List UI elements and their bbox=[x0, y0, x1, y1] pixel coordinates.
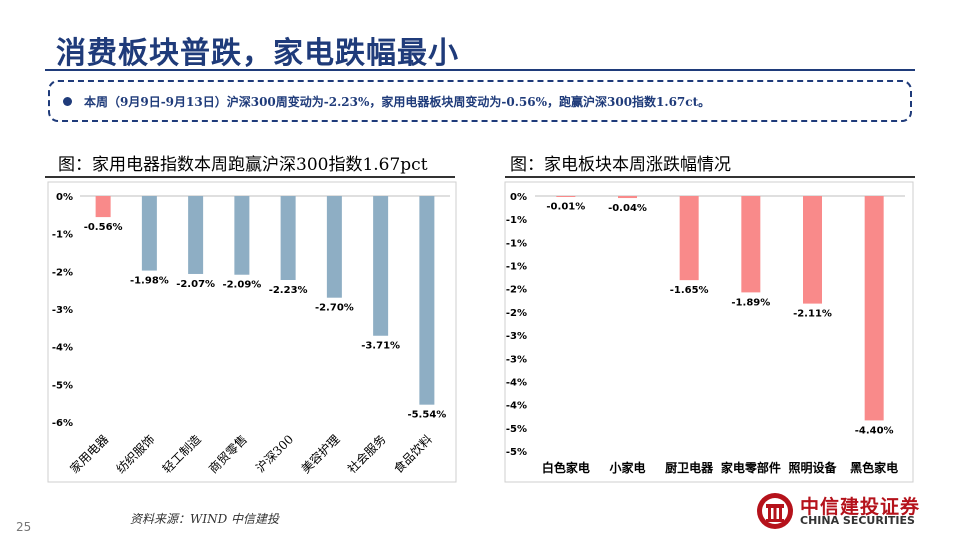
right-data-label: -1.65% bbox=[670, 285, 709, 296]
page-title: 消费板块普跌，家电跌幅最小 bbox=[56, 36, 459, 71]
right-y-tick-label: -4% bbox=[506, 377, 527, 388]
left-data-label: -5.54% bbox=[407, 410, 446, 421]
summary-box bbox=[48, 80, 912, 122]
right-y-tick-label: -3% bbox=[506, 354, 527, 365]
left-chart-title: 图：家用电器指数本周跑赢沪深300指数1.67pct bbox=[58, 155, 428, 175]
left-y-tick-label: -2% bbox=[52, 267, 73, 278]
company-name-cn: 中信建投证券 bbox=[800, 496, 921, 518]
left-y-tick-label: 0% bbox=[56, 192, 73, 203]
page-number: 25 bbox=[16, 520, 32, 534]
right-bar bbox=[679, 196, 699, 281]
left-y-tick-label: -3% bbox=[52, 305, 73, 316]
right-y-tick-label: -1% bbox=[506, 238, 527, 249]
left-bar bbox=[234, 196, 250, 275]
company-name-en: CHINA SECURITIES bbox=[800, 514, 915, 527]
left-bar bbox=[188, 196, 204, 274]
left-bar bbox=[419, 196, 435, 405]
right-bar bbox=[618, 196, 637, 199]
right-data-label: -4.40% bbox=[855, 425, 894, 436]
left-data-label: -1.98% bbox=[130, 276, 169, 287]
title-divider bbox=[45, 69, 915, 71]
left-plot-frame bbox=[47, 181, 457, 483]
left-bar bbox=[373, 196, 389, 336]
summary-text: 本周（9月9日-9月13日）沪深300周变动为-2.23%，家用电器板块周变动为… bbox=[84, 95, 711, 109]
left-data-label: -2.23% bbox=[269, 285, 308, 296]
right-category-label: 照明设备 bbox=[788, 460, 837, 475]
right-y-tick-label: -3% bbox=[506, 331, 527, 342]
left-data-label: -0.56% bbox=[84, 222, 123, 233]
bullet-icon bbox=[63, 97, 72, 106]
right-y-tick-label: -2% bbox=[506, 308, 527, 319]
right-y-tick-label: -1% bbox=[506, 215, 527, 226]
right-chart-title: 图：家电板块本周涨跌幅情况 bbox=[510, 155, 731, 175]
left-bar bbox=[141, 196, 157, 271]
right-category-label: 黑色家电 bbox=[850, 460, 898, 475]
left-bar bbox=[326, 196, 342, 298]
right-data-label: -2.11% bbox=[793, 309, 832, 320]
company-logo-icon bbox=[757, 493, 793, 529]
source-note: 资料来源：WIND 中信建投 bbox=[130, 512, 280, 526]
left-data-label: -2.70% bbox=[315, 303, 354, 314]
right-bar bbox=[803, 196, 822, 304]
right-bar bbox=[741, 196, 761, 293]
left-y-tick-label: -1% bbox=[52, 230, 73, 241]
right-y-tick-label: 0% bbox=[510, 192, 527, 203]
left-y-tick-label: -6% bbox=[52, 418, 73, 429]
right-plot-frame bbox=[504, 181, 914, 483]
left-y-tick-label: -5% bbox=[52, 380, 73, 391]
left-data-label: -3.71% bbox=[361, 341, 400, 352]
right-data-label: -1.89% bbox=[731, 297, 770, 308]
right-bar bbox=[556, 196, 576, 197]
right-category-label: 家电零部件 bbox=[721, 460, 781, 475]
right-y-tick-label: -4% bbox=[506, 401, 527, 412]
right-chart-title-underline bbox=[505, 176, 915, 178]
right-bar bbox=[864, 196, 884, 421]
right-y-tick-label: -2% bbox=[506, 285, 527, 296]
left-chart-title-underline bbox=[45, 176, 455, 178]
left-bar bbox=[280, 196, 296, 280]
left-bar bbox=[95, 196, 111, 218]
right-data-label: -0.04% bbox=[608, 203, 647, 214]
right-category-label: 厨卫电器 bbox=[665, 460, 714, 475]
left-data-label: -2.09% bbox=[222, 280, 261, 291]
right-y-tick-label: -5% bbox=[506, 424, 527, 435]
right-category-label: 白色家电 bbox=[542, 460, 590, 475]
left-y-tick-label: -4% bbox=[52, 343, 73, 354]
right-y-tick-label: -5% bbox=[506, 447, 527, 458]
right-data-label: -0.01% bbox=[546, 202, 585, 213]
left-data-label: -2.07% bbox=[176, 279, 215, 290]
right-y-tick-label: -1% bbox=[506, 262, 527, 273]
right-category-label: 小家电 bbox=[609, 460, 645, 475]
